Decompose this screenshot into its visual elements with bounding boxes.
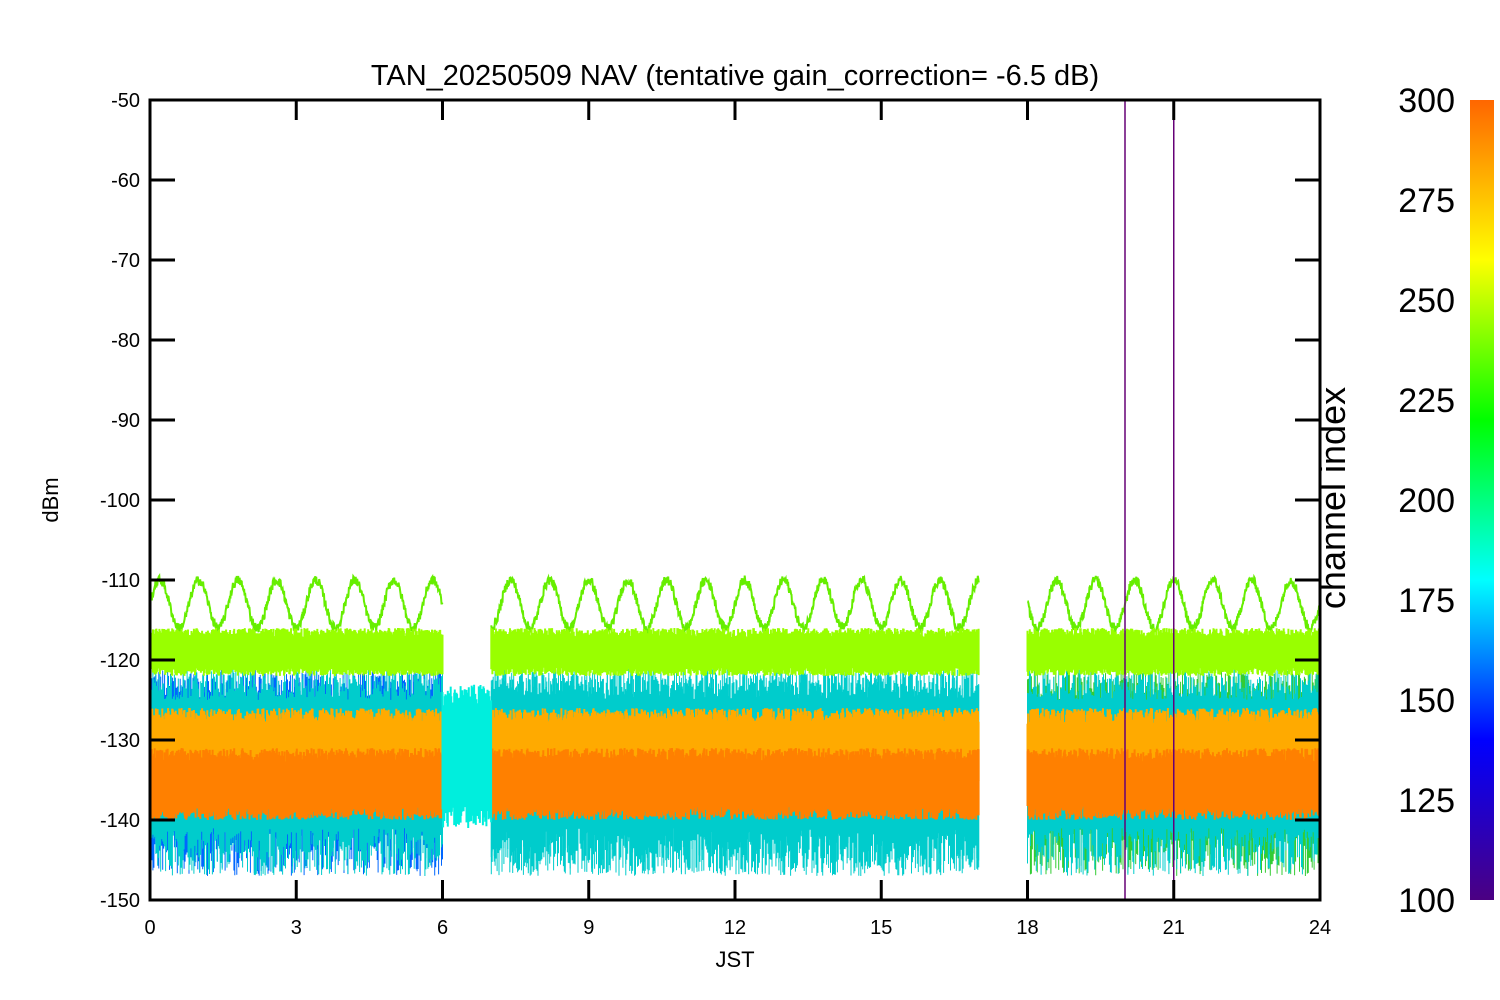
y-tick-label: -90 — [111, 410, 140, 432]
x-tick-label: 24 — [1309, 917, 1331, 939]
x-tick-label: 0 — [144, 917, 155, 939]
x-axis-label: JST — [715, 947, 754, 972]
series-band — [150, 708, 444, 788]
y-tick-label: -130 — [100, 730, 140, 752]
x-tick-label: 6 — [437, 917, 448, 939]
x-tick-label: 15 — [870, 917, 892, 939]
series-band — [441, 684, 493, 828]
series-line — [150, 572, 444, 633]
x-tick-label: 18 — [1016, 917, 1038, 939]
y-tick-label: -80 — [111, 330, 140, 352]
chart-title: TAN_20250509 NAV (tentative gain_correct… — [371, 60, 1099, 92]
colorbar-tick-label: 150 — [1398, 682, 1455, 720]
x-tick-label: 3 — [291, 917, 302, 939]
y-tick-label: -50 — [111, 90, 140, 112]
colorbar-tick-label: 175 — [1398, 582, 1455, 620]
y-tick-label: -150 — [100, 890, 140, 912]
x-tick-label: 12 — [724, 917, 746, 939]
colorbar-tick-label: 125 — [1398, 782, 1455, 820]
series-band — [490, 748, 980, 820]
series-line — [490, 573, 980, 636]
series-band — [150, 748, 444, 820]
x-tick-label: 21 — [1163, 917, 1185, 939]
y-tick-label: -70 — [111, 250, 140, 272]
colorbar-label: channel index — [1312, 387, 1353, 609]
colorbar — [1470, 100, 1494, 900]
colorbar-tick-label: 250 — [1398, 282, 1455, 320]
series-band — [150, 628, 444, 676]
y-tick-label: -100 — [100, 490, 140, 512]
series-band — [490, 628, 980, 676]
y-tick-label: -60 — [111, 170, 140, 192]
y-tick-label: -110 — [101, 570, 140, 592]
y-tick-label: -140 — [100, 810, 140, 832]
y-tick-label: -120 — [100, 650, 140, 672]
colorbar-tick-label: 275 — [1398, 182, 1455, 220]
colorbar-tick-label: 225 — [1398, 382, 1455, 420]
colorbar-tick-label: 100 — [1398, 882, 1455, 920]
y-axis-label: dBm — [38, 477, 63, 522]
axis-ticks: 0 3 6 9 12 15 18 21 24 -50 -60 -70 -80 -90 -100 -110 -12… — [100, 90, 1331, 939]
x-tick-label: 9 — [583, 917, 594, 939]
plot-area — [150, 100, 1320, 900]
colorbar-ticks: 300 275 250 225 200 175 150 125 100 — [1398, 82, 1455, 920]
colorbar-tick-label: 200 — [1398, 482, 1455, 520]
colorbar-tick-label: 300 — [1398, 82, 1455, 120]
